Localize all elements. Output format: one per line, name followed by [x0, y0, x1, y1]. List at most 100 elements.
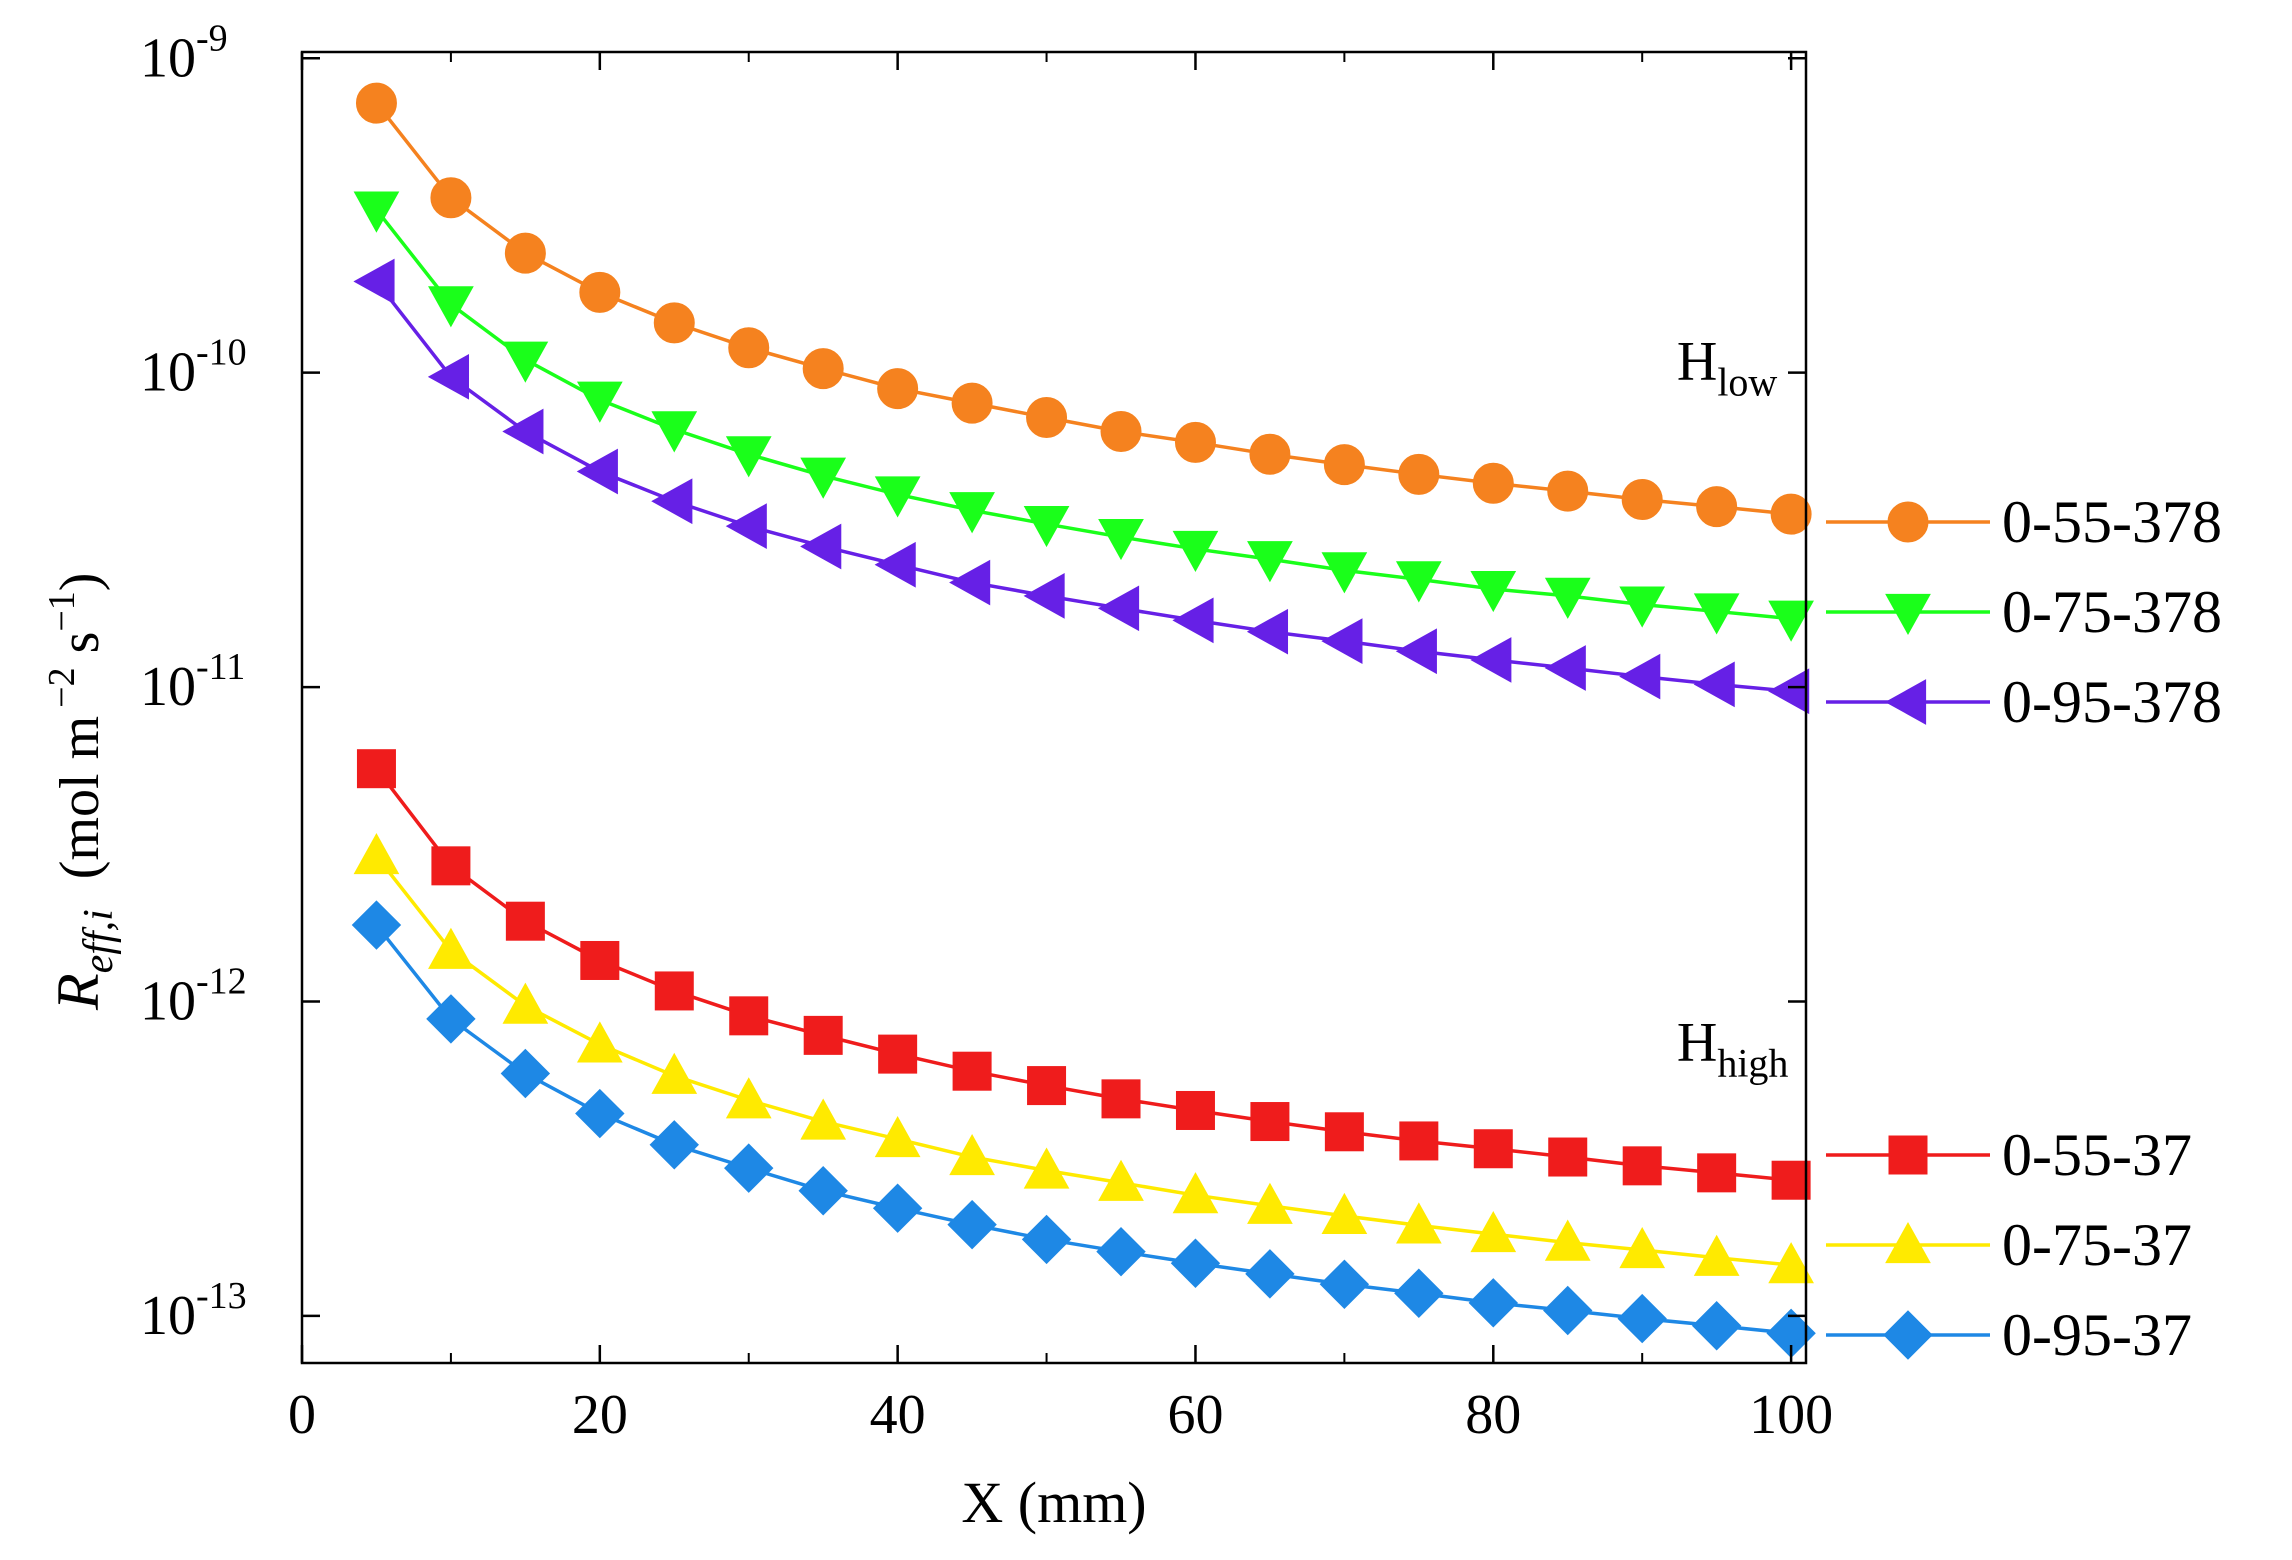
data-point: [1398, 453, 1440, 495]
data-point: [1691, 1301, 1742, 1351]
data-point: [353, 833, 400, 875]
data-point: [576, 1021, 623, 1063]
data-point: [729, 996, 769, 1036]
data-point: [877, 368, 919, 410]
data-point: [1543, 1285, 1593, 1336]
data-point: [1394, 1268, 1444, 1318]
data-point: [1619, 586, 1666, 628]
data-point: [1470, 570, 1517, 613]
data-point: [1470, 637, 1512, 683]
data-point: [1027, 1066, 1067, 1106]
data-point: [1693, 661, 1735, 708]
series-0-55-378: [355, 82, 1812, 535]
x-tick-label: 100: [1749, 1384, 1833, 1446]
legend-item-0-95-378: 0-95-378: [1826, 669, 2222, 735]
data-point: [651, 478, 693, 525]
data-point: [500, 1048, 551, 1099]
y-tick-base: 10: [140, 970, 196, 1032]
legend-label: 0-95-37: [2002, 1302, 2192, 1368]
data-point: [428, 927, 474, 969]
annotations-layer: Hlow Hhigh: [1677, 331, 1789, 1086]
data-point: [1395, 1202, 1442, 1244]
data-point: [951, 382, 993, 424]
data-point: [1544, 577, 1591, 619]
data-point: [356, 749, 396, 789]
data-point: [428, 286, 474, 328]
data-point: [1174, 421, 1216, 463]
legend-item-0-55-37: 0-55-37: [1826, 1122, 2192, 1188]
data-point: [353, 258, 395, 305]
y-tick-base: 10: [140, 27, 196, 89]
data-point: [803, 1015, 843, 1055]
data-point: [502, 982, 549, 1024]
legend-label: 0-95-378: [2002, 669, 2222, 735]
y-tick-exponent: -13: [196, 1275, 247, 1317]
data-point: [874, 1116, 921, 1158]
data-point: [1170, 1238, 1221, 1288]
data-point: [1693, 593, 1740, 635]
legend: 0-55-378 0-75-378 0-95-378 0-55-37 0-75-37 0-…: [1826, 489, 2222, 1368]
legend-marker: [1885, 593, 1931, 636]
data-point: [1470, 1211, 1517, 1253]
legend-marker: [1883, 1310, 1933, 1360]
data-point: [579, 271, 621, 313]
data-point: [576, 381, 623, 423]
legend-marker: [1885, 1221, 1931, 1264]
y-label-units-close: ): [49, 573, 111, 592]
data-point: [651, 411, 698, 453]
data-point: [1544, 1219, 1591, 1261]
y-label-units-mid: s: [49, 632, 111, 668]
data-point: [874, 541, 916, 588]
y-label-exp2: −1: [41, 591, 83, 631]
data-point: [1395, 628, 1437, 675]
data-point: [502, 408, 544, 455]
legend-item-0-75-378: 0-75-378: [1826, 579, 2222, 645]
y-label-symbol: R: [45, 973, 111, 1011]
data-point: [1096, 1226, 1146, 1277]
data-point: [952, 1051, 992, 1091]
data-point: [1172, 1172, 1219, 1214]
data-point: [1472, 462, 1514, 504]
data-point: [1175, 1090, 1215, 1130]
data-point: [1249, 433, 1291, 475]
legend-item-0-75-37: 0-75-37: [1826, 1212, 2192, 1278]
annotation-h-high: Hhigh: [1677, 1011, 1789, 1085]
data-point: [1250, 1102, 1290, 1142]
data-point: [1098, 518, 1144, 561]
data-point: [1023, 573, 1065, 619]
data-point: [1395, 561, 1442, 603]
data-point: [1098, 1159, 1144, 1201]
y-label-units-open: (mol m: [49, 716, 111, 879]
data-point: [1621, 479, 1663, 521]
data-point: [1619, 653, 1661, 700]
y-label-subscript: eff,i: [76, 909, 122, 973]
data-point: [1768, 1242, 1814, 1284]
legend-label: 0-55-378: [2002, 489, 2222, 555]
annotation-subscript: low: [1717, 360, 1777, 405]
data-point: [1473, 1129, 1513, 1169]
legend-label: 0-55-37: [2002, 1122, 2192, 1188]
data-point: [1097, 585, 1140, 632]
data-point: [800, 457, 847, 499]
y-tick-exponent: -11: [196, 646, 245, 688]
data-point: [874, 476, 921, 518]
data-point: [1021, 1214, 1072, 1265]
data-point: [949, 1133, 995, 1176]
data-point: [1319, 1259, 1370, 1309]
data-point: [1544, 645, 1586, 691]
x-axis-label: X (mm): [961, 1470, 1146, 1535]
data-point: [1693, 1234, 1740, 1276]
legend-item-0-95-37: 0-95-37: [1826, 1302, 2192, 1368]
data-point: [355, 82, 397, 124]
data-point: [1622, 1146, 1662, 1186]
data-point: [724, 1143, 774, 1193]
data-point: [1023, 1147, 1070, 1189]
data-point: [1468, 1278, 1518, 1328]
series-0-75-378: [353, 191, 1814, 642]
data-point: [725, 1077, 772, 1119]
data-point: [1770, 493, 1812, 535]
data-point: [1172, 597, 1214, 644]
data-point: [947, 1199, 997, 1250]
annotation-base: H: [1677, 331, 1717, 393]
